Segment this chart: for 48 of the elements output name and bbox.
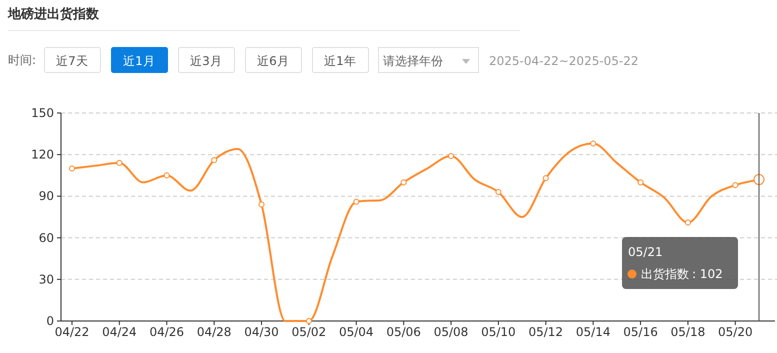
text: 近1年 — [324, 54, 356, 68]
x-tick-label: 04/28 — [196, 325, 232, 339]
point — [732, 182, 738, 188]
text: 近3月 — [190, 54, 222, 68]
y-tick-label: 30 — [38, 272, 54, 286]
y-tick-label: 150 — [31, 106, 54, 120]
text: 请选择年份 — [383, 54, 443, 68]
point — [211, 157, 218, 164]
annotation: : 102 — [692, 267, 723, 281]
x-tick-label: 04/30 — [244, 325, 279, 339]
annotation: 05/21 — [628, 245, 663, 259]
x-tick-label: 04/26 — [149, 325, 184, 339]
point — [684, 220, 691, 226]
y-tick-label: 90 — [38, 189, 54, 204]
x-tick-label: 05/14 — [576, 325, 610, 339]
point — [400, 179, 407, 186]
text: 2025-04-22~2025-05-22 — [489, 54, 639, 68]
point — [258, 202, 265, 208]
x-tick-label: 05/12 — [528, 325, 564, 339]
point — [69, 165, 75, 172]
x-tick-label: 05/16 — [623, 325, 658, 339]
x-tick-label: 04/22 — [54, 325, 90, 339]
x-tick-label: 05/18 — [670, 325, 706, 339]
y-tick-label: 120 — [31, 148, 54, 162]
point — [448, 152, 454, 159]
x-tick-label: 05/20 — [718, 325, 753, 339]
point — [542, 175, 549, 182]
text: 近6月 — [257, 54, 289, 68]
x-tick-label: 05/02 — [292, 325, 326, 339]
point — [306, 318, 312, 324]
point — [638, 179, 644, 186]
x-tick-label: 05/04 — [338, 325, 374, 339]
x-tick-label: 04/24 — [102, 325, 137, 339]
point — [116, 160, 122, 166]
text: 近7天 — [56, 54, 88, 68]
x-tick-label: 05/06 — [386, 325, 421, 339]
chart-title: 地磅进出货指数 — [7, 6, 100, 22]
point — [495, 189, 502, 196]
text: 近1月 — [123, 54, 155, 68]
y-tick-label: 0 — [46, 314, 54, 328]
y-tick-label: 60 — [38, 230, 54, 245]
point — [590, 140, 596, 147]
text: 时间: — [8, 53, 36, 67]
point — [353, 198, 360, 205]
x-tick-label: 05/10 — [481, 325, 516, 339]
x-tick-label: 05/08 — [434, 325, 468, 339]
point — [164, 172, 170, 178]
legend-label: 出货指数 — [641, 267, 689, 281]
